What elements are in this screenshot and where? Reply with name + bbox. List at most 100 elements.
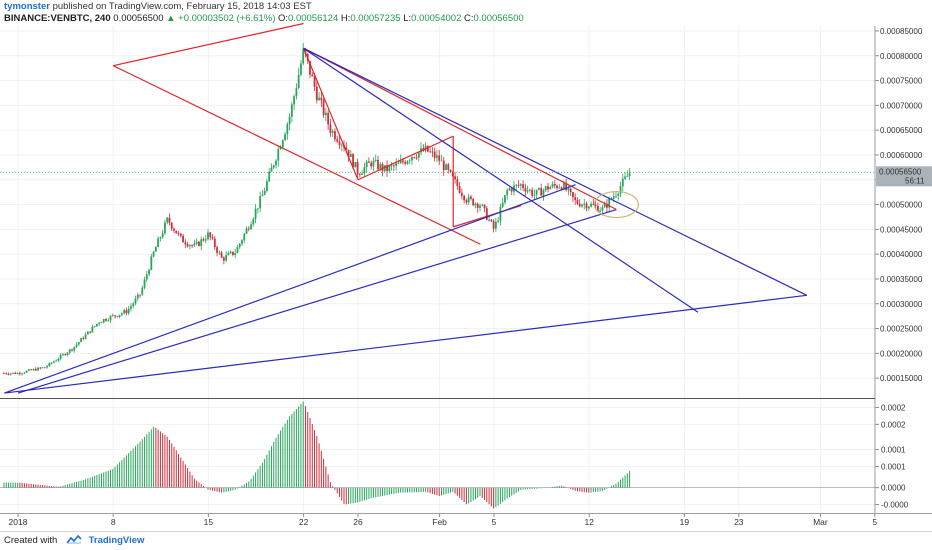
candle bbox=[497, 216, 500, 224]
candle-body bbox=[268, 171, 271, 182]
candle bbox=[12, 372, 14, 375]
symbol-name[interactable]: BINANCE:VENBTC, 240 bbox=[4, 13, 111, 24]
candle bbox=[374, 154, 377, 163]
candle-body bbox=[175, 230, 178, 234]
candle-body bbox=[139, 294, 141, 296]
candle bbox=[336, 135, 339, 144]
candle-body bbox=[447, 164, 450, 170]
price-marker-box bbox=[876, 166, 932, 187]
candle bbox=[89, 331, 92, 334]
candle bbox=[533, 189, 536, 200]
candle-body bbox=[272, 165, 275, 168]
candle bbox=[66, 351, 69, 357]
candle bbox=[578, 199, 581, 208]
candle bbox=[159, 236, 162, 242]
candle-body bbox=[12, 372, 14, 374]
candle bbox=[363, 162, 366, 178]
candle bbox=[485, 206, 488, 221]
x-tick-label: 15 bbox=[204, 517, 214, 527]
candle-body bbox=[179, 233, 182, 236]
candle-body bbox=[263, 190, 266, 195]
candle-body bbox=[213, 238, 216, 248]
candle-body bbox=[41, 367, 44, 369]
candle-body bbox=[200, 239, 203, 246]
candle-body bbox=[417, 152, 420, 158]
candle bbox=[182, 233, 184, 243]
candle bbox=[77, 341, 80, 347]
candle-body bbox=[415, 157, 418, 159]
candle bbox=[179, 233, 182, 238]
candle-body bbox=[23, 372, 26, 374]
candle bbox=[549, 185, 552, 190]
candle bbox=[358, 172, 361, 178]
candle-body bbox=[560, 187, 563, 190]
author-name[interactable]: tymonster bbox=[4, 1, 50, 12]
candle-body bbox=[66, 352, 69, 356]
candle bbox=[413, 156, 416, 159]
candle-body bbox=[182, 235, 184, 243]
candle-body bbox=[127, 308, 130, 314]
candle bbox=[433, 147, 436, 162]
candle bbox=[9, 372, 12, 376]
candle bbox=[569, 187, 572, 196]
candle-body bbox=[21, 373, 24, 375]
candle bbox=[256, 208, 259, 214]
candle bbox=[111, 313, 114, 317]
close-value: 0.00056500 bbox=[473, 13, 524, 24]
y-tick-label: 0.00030000 bbox=[880, 300, 923, 309]
candle-body bbox=[238, 243, 241, 248]
candle bbox=[590, 201, 592, 208]
candle bbox=[544, 185, 547, 192]
candle-body bbox=[32, 369, 35, 371]
candle bbox=[125, 307, 128, 316]
candle-body bbox=[470, 196, 472, 199]
candle-body bbox=[107, 320, 110, 322]
candle-body bbox=[270, 167, 273, 172]
candle-body bbox=[467, 196, 470, 203]
candle-body bbox=[91, 326, 94, 333]
candle bbox=[80, 337, 82, 343]
candle-body bbox=[490, 219, 493, 222]
price-chart[interactable]: 0.00085000 0.00080000 0.00075000 0.00070000… bbox=[0, 0, 932, 531]
candle bbox=[417, 152, 420, 162]
candle bbox=[295, 83, 298, 100]
candle bbox=[68, 348, 71, 355]
candle bbox=[268, 168, 271, 183]
candle-body bbox=[621, 178, 624, 187]
candle bbox=[127, 306, 130, 316]
candle-body bbox=[363, 167, 366, 174]
candle-body bbox=[259, 196, 262, 209]
candle bbox=[460, 188, 463, 200]
candle-body bbox=[125, 310, 128, 314]
candle bbox=[440, 154, 443, 162]
high-label: H: bbox=[340, 13, 351, 24]
candle bbox=[120, 312, 123, 317]
candle bbox=[531, 187, 534, 198]
candle-body bbox=[612, 196, 615, 199]
candle-body bbox=[438, 155, 441, 161]
candle-body bbox=[173, 228, 175, 231]
osc-y-tick-label: 0.0000 bbox=[881, 484, 906, 493]
candle bbox=[556, 184, 558, 191]
candle-body bbox=[370, 162, 373, 167]
symbol-info: BINANCE:VENBTC, 240 0.00056500 ▲ +0.0000… bbox=[4, 13, 932, 25]
candle bbox=[186, 241, 189, 248]
candle bbox=[535, 189, 538, 200]
candle-body bbox=[411, 156, 413, 161]
candle-body bbox=[479, 205, 481, 208]
candle bbox=[57, 357, 60, 363]
tradingview-brand[interactable]: TradingView bbox=[88, 535, 145, 546]
candle-body bbox=[281, 140, 284, 148]
candle bbox=[139, 294, 141, 298]
candle-body bbox=[311, 74, 314, 77]
y-tick-label: 0.00075000 bbox=[880, 77, 923, 86]
candle-body bbox=[547, 186, 549, 190]
candle-body bbox=[222, 257, 225, 261]
candle-body bbox=[599, 210, 602, 212]
candle-body bbox=[293, 96, 296, 105]
candle bbox=[576, 197, 579, 205]
candle-body bbox=[3, 373, 5, 374]
candle-body bbox=[404, 162, 407, 164]
candle bbox=[41, 367, 44, 369]
candle-body bbox=[39, 367, 42, 369]
